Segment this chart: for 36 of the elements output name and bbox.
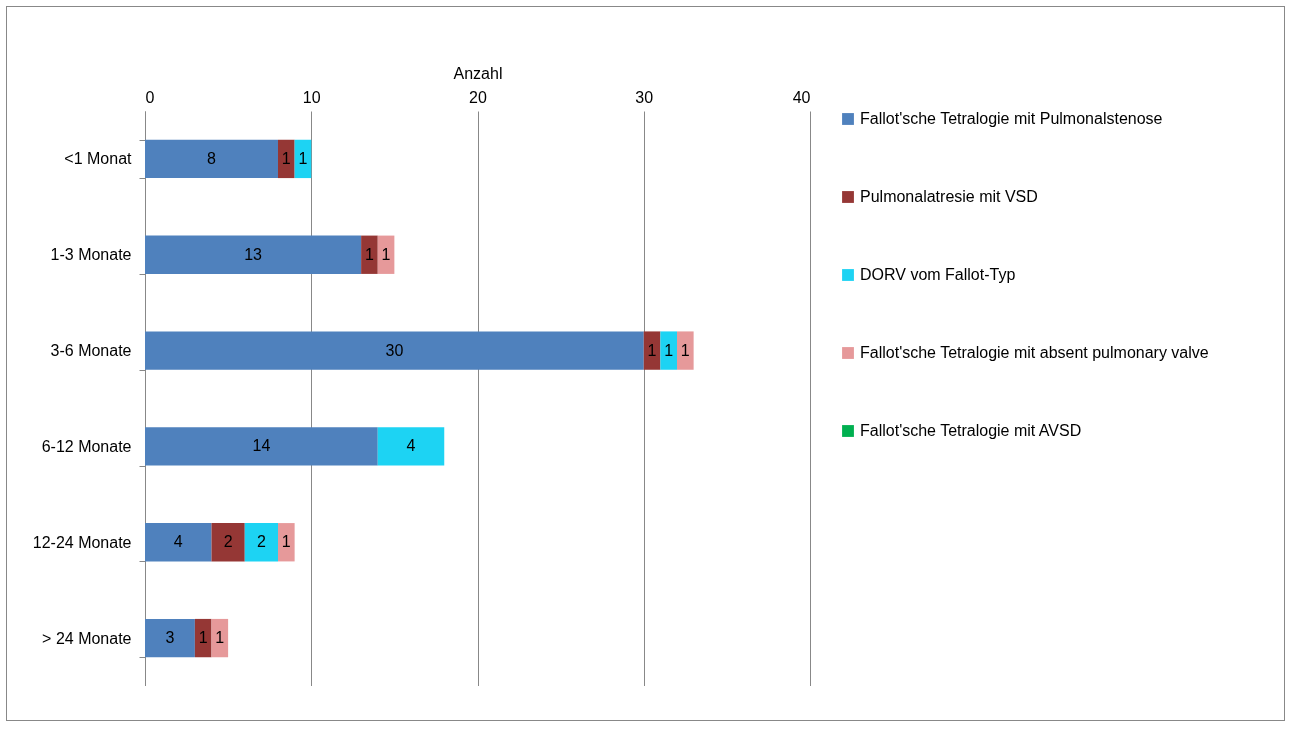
legend-label: Fallot'sche Tetralogie mit Pulmonalstenose (860, 110, 1163, 127)
y-tick-label: 12-24 Monate (32, 533, 132, 551)
data-label: 2 (256, 533, 266, 551)
data-label: 1 (198, 629, 208, 647)
x-tick-label: 0 (145, 88, 155, 106)
data-label: 1 (664, 341, 674, 359)
data-label: 1 (281, 149, 291, 167)
data-label: 1 (281, 533, 291, 551)
legend-label: Pulmonalatresie mit VSD (860, 188, 1038, 205)
data-label: 1 (215, 629, 225, 647)
data-label: 2 (223, 533, 233, 551)
y-tick-label: 1-3 Monate (50, 246, 132, 264)
x-axis-title: Anzahl (453, 64, 503, 82)
y-tick-label: > 24 Monate (42, 629, 132, 647)
data-label: 14 (252, 437, 271, 455)
legend-label: Fallot'sche Tetralogie mit absent pulmonary valve (860, 344, 1209, 361)
data-label: 8 (207, 149, 217, 167)
data-label: 1 (364, 245, 374, 263)
x-tick-label: 30 (635, 88, 654, 106)
x-tick-label: 10 (302, 88, 321, 106)
legend-label: Fallot'sche Tetralogie mit AVSD (860, 422, 1082, 439)
data-label: 3 (165, 629, 175, 647)
data-label: 4 (406, 437, 416, 455)
data-label: 1 (298, 149, 308, 167)
x-tick-label: 40 (792, 88, 811, 106)
data-label: 1 (381, 245, 391, 263)
data-label: 1 (680, 341, 690, 359)
legend-label: DORV vom Fallot-Typ (860, 266, 1016, 283)
data-label: 30 (385, 341, 404, 359)
y-tick-label: 6-12 Monate (41, 437, 132, 455)
data-label: 4 (173, 533, 183, 551)
y-tick-label: 3-6 Monate (50, 342, 132, 360)
y-tick-label: <1 Monat (64, 150, 133, 168)
data-label: 1 (647, 341, 657, 359)
x-tick-label: 20 (469, 88, 487, 106)
data-label: 13 (244, 245, 263, 263)
